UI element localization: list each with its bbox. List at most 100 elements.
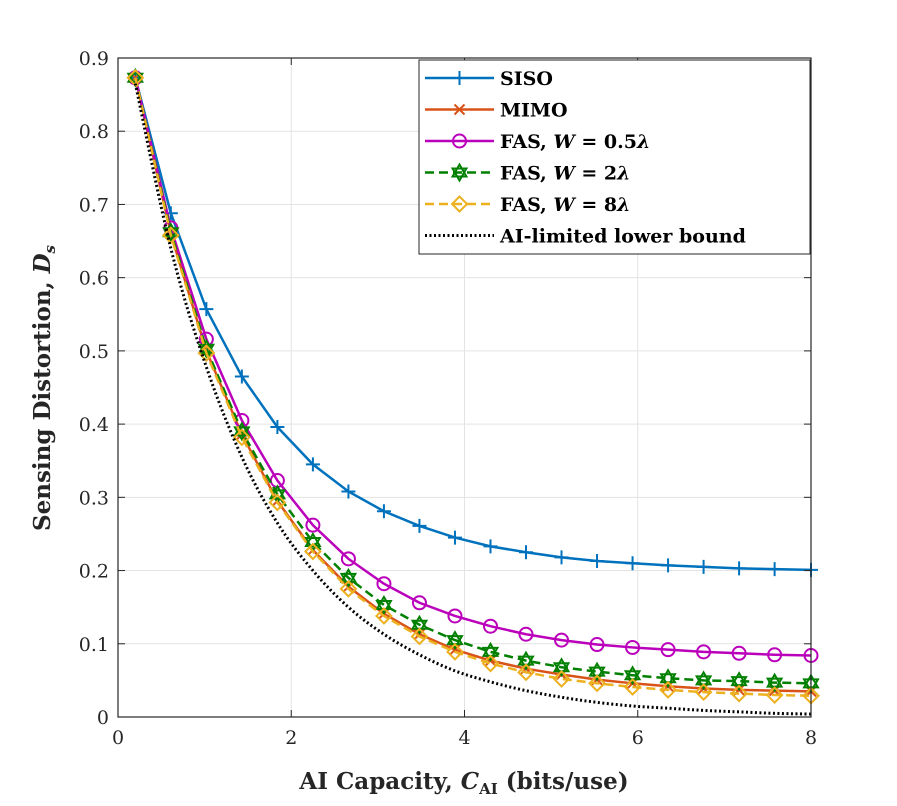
- y-tick-label: 0: [97, 707, 109, 729]
- ticks: 0 2 4 6 8 0 0.1 0.2 0.3 0.4 0.5 0.6 0.7 0.8 0.9: [79, 48, 817, 749]
- y-tick-label: 0.6: [79, 268, 109, 290]
- diamond-marker: [517, 663, 535, 682]
- legend-box: [418, 59, 811, 255]
- legend-entry: FAS, W = 2λ: [425, 162, 630, 185]
- plus-marker: [452, 71, 467, 85]
- hexagram-marker: [623, 670, 642, 686]
- circle-marker: [589, 637, 605, 653]
- hexagram-marker: [730, 676, 748, 692]
- plus-marker: [234, 369, 249, 384]
- diamond-marker: [730, 684, 749, 703]
- hexagram-marker: [304, 536, 322, 552]
- diamond-marker: [446, 642, 464, 661]
- plus-marker: [341, 484, 356, 499]
- hexagram-marker: [450, 167, 469, 183]
- legend-label: MIMO: [500, 100, 568, 122]
- series-line: [134, 77, 812, 693]
- y-tick-label: 0.5: [79, 341, 109, 363]
- circle-marker: [518, 626, 534, 642]
- x-tick-label: 0: [112, 727, 124, 749]
- diamond-marker: [375, 607, 393, 625]
- circle-marker: [625, 639, 641, 655]
- y-tick-label: 0.7: [79, 194, 109, 216]
- hexagram-marker: [552, 662, 571, 678]
- plus-marker: [625, 556, 640, 571]
- hexagram-marker: [268, 484, 287, 500]
- diamond-marker: [410, 627, 429, 646]
- circle-marker: [660, 642, 676, 658]
- plus-marker: [519, 545, 534, 560]
- circle-marker: [305, 517, 321, 533]
- x-marker: [453, 103, 466, 116]
- x-tick-label: 8: [805, 727, 817, 749]
- plus-marker: [270, 420, 285, 435]
- series-0: [128, 70, 818, 577]
- diamond-marker: [268, 493, 287, 512]
- circle-marker: [447, 608, 463, 624]
- diamond-marker: [450, 195, 469, 213]
- legend-label: FAS, W = 8λ: [500, 194, 630, 216]
- diamond-marker: [339, 579, 358, 598]
- hexagram-marker: [659, 673, 677, 689]
- y-tick-label: 0.2: [79, 561, 109, 583]
- plus-marker: [483, 539, 498, 554]
- hexagram-marker: [588, 666, 606, 682]
- y-axis-label: Sensing Distortion, Ds: [29, 244, 59, 531]
- hexagram-marker: [375, 599, 393, 615]
- x-tick-label: 6: [632, 727, 644, 749]
- circle-marker: [376, 576, 392, 592]
- y-tick-label: 0.4: [79, 414, 109, 436]
- series-line: [133, 83, 812, 716]
- hexagram-marker: [339, 572, 358, 588]
- plus-marker: [447, 530, 462, 545]
- hexagram-marker: [450, 162, 469, 178]
- circle-marker: [731, 645, 747, 661]
- diamond-marker: [588, 674, 606, 693]
- plus-marker: [661, 558, 676, 573]
- legend-entry: FAS, W = 8λ: [425, 194, 630, 216]
- diamond-marker: [481, 654, 500, 673]
- plus-marker: [199, 302, 214, 317]
- legend-entry: AI-limited lower bound: [425, 226, 746, 248]
- hexagram-marker: [446, 635, 464, 651]
- legend: SISO MIMO FAS, W = 0.5λ FAS, W = 2λ FAS, W =…: [418, 59, 811, 255]
- diamond-marker: [552, 670, 571, 688]
- diamond-marker: [232, 428, 251, 447]
- series-4: [126, 68, 820, 705]
- y-tick-label: 0.3: [79, 487, 109, 509]
- legend-label: SISO: [500, 68, 553, 90]
- circle-marker: [452, 133, 467, 149]
- x-tick-label: 2: [285, 727, 297, 749]
- hexagram-marker: [126, 72, 144, 88]
- circle-marker: [411, 595, 427, 611]
- diamond-marker: [659, 680, 677, 699]
- hexagram-marker: [765, 677, 784, 693]
- x-tick-label: 4: [458, 727, 470, 749]
- series-line: [134, 77, 812, 698]
- plus-marker: [590, 554, 605, 569]
- series-line: [134, 77, 812, 685]
- legend-entry: SISO: [425, 68, 553, 90]
- plus-marker: [732, 561, 747, 576]
- circle-marker: [767, 647, 783, 663]
- y-tick-label: 0.8: [79, 121, 109, 143]
- plus-marker: [554, 550, 569, 565]
- diamond-marker: [765, 686, 784, 704]
- hexagram-marker: [517, 655, 535, 671]
- y-tick-label: 0.1: [79, 634, 109, 656]
- plus-marker: [767, 562, 782, 577]
- hexagram-marker: [268, 489, 287, 505]
- circle-marker: [482, 618, 498, 634]
- plus-marker: [412, 518, 427, 533]
- hexagram-marker: [481, 646, 500, 662]
- legend-label: FAS, W = 0.5λ: [500, 131, 650, 153]
- diamond-marker: [694, 683, 713, 702]
- circle-marker: [696, 644, 712, 660]
- plus-marker: [696, 559, 711, 574]
- hexagram-marker: [304, 531, 322, 547]
- hexagram-marker: [410, 619, 429, 635]
- series-5: [133, 83, 812, 716]
- legend-label: FAS, W = 2λ: [500, 163, 630, 185]
- legend-label: AI-limited lower bound: [499, 226, 746, 248]
